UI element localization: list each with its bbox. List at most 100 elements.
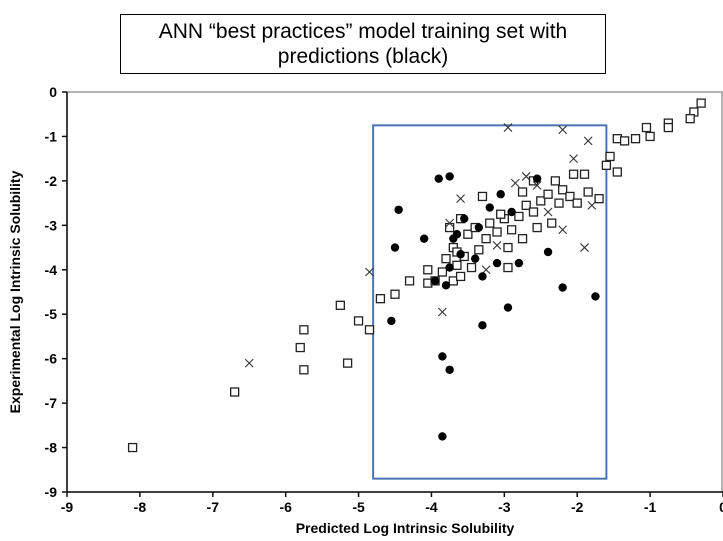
prediction-point [390,243,400,252]
prediction-point [514,258,524,268]
square-point [536,196,546,206]
x-tick-label: -4 [425,499,438,515]
square-point [568,169,579,179]
prediction-point [532,174,542,183]
square-point [605,151,615,162]
square-point [390,289,400,299]
square-point [452,260,462,270]
x-tick-label: -9 [61,499,74,515]
prediction-point [507,207,516,217]
prediction-point [485,203,494,212]
prediction-point [492,258,502,268]
prediction-point [419,234,429,243]
square-point [423,265,433,275]
cross-point [580,243,589,252]
square-point [506,225,517,235]
square-point [375,294,386,304]
prediction-point [543,247,553,257]
cross-point [587,200,597,210]
cross-point [569,154,578,164]
square-point [455,271,466,282]
x-tick-label: -7 [207,499,220,515]
prediction-point [445,172,454,181]
prediction-point [496,190,505,199]
square-point [612,167,622,177]
y-tick-label: -5 [45,306,58,322]
square-point [554,198,564,208]
square-point [463,229,473,239]
square-point [645,131,655,142]
square-point [441,254,451,264]
square-point [594,194,604,204]
square-point [565,191,575,202]
square-point [474,245,484,255]
cross-point [510,178,520,188]
cross-point [583,136,593,146]
axes [62,91,723,497]
prediction-point [387,316,396,326]
cross-point [503,123,513,132]
square-point [528,207,539,217]
prediction-point [470,254,480,263]
y-tick-label: -6 [45,351,58,367]
square-point [532,222,542,233]
y-tick-label: -7 [45,395,58,411]
square-point [547,218,557,228]
prediction-point [503,303,513,312]
x-tick-label: -6 [279,499,292,515]
y-tick-label: 0 [49,84,57,100]
x-tick-label: -5 [352,499,365,515]
prediction-point [430,276,440,286]
prediction-point [478,272,487,281]
prediction-point [434,174,443,183]
square-point [521,200,531,210]
cross-point [437,307,447,317]
square-point [579,169,590,179]
prediction-point [445,263,454,272]
square-point [299,365,309,375]
prediction-point [438,432,447,441]
square-point [503,262,513,273]
x-tick-label: -3 [498,499,511,515]
square-point [335,300,345,310]
prediction-point [441,281,451,290]
cross-point [521,172,531,181]
square-point [641,122,652,133]
square-point [619,136,630,146]
y-tick-label: -3 [45,217,58,233]
x-tick-label: -2 [571,499,584,515]
square-point [696,98,706,108]
square-point [685,114,695,124]
square-point [481,234,491,244]
cross-point [365,267,374,277]
prediction-point [445,365,454,374]
prediction-point [438,352,447,361]
cross-point [558,125,568,135]
cross-point [492,240,502,250]
square-point [353,316,364,326]
prediction-point [449,234,458,243]
square-point [572,198,582,208]
y-axis-title: Experimental Log Intrinsic Solubility [7,170,23,413]
cross-point [543,207,553,217]
square-point [342,358,353,368]
square-point [514,211,524,222]
square-point [437,267,448,277]
square-point [517,187,528,197]
square-point [550,176,561,186]
square-point [630,134,641,144]
square-point [485,218,495,228]
square-point [663,122,673,133]
square-point [127,442,138,453]
square-point [496,209,506,219]
square-point [364,325,375,335]
cross-point [532,180,542,190]
data-points [127,98,706,453]
square-point [492,227,502,237]
x-axis-title: Predicted Log Intrinsic Solubility [296,520,515,536]
square-point [295,342,305,353]
cross-point [558,225,568,235]
axis-labels: -9 -8 -7 -6 -5 -4 -3 -2 -1 0 0 -1 -2 -3 -4 -5 -6 -7 -8 -9 Pr… [7,84,723,536]
square-point [543,189,553,199]
